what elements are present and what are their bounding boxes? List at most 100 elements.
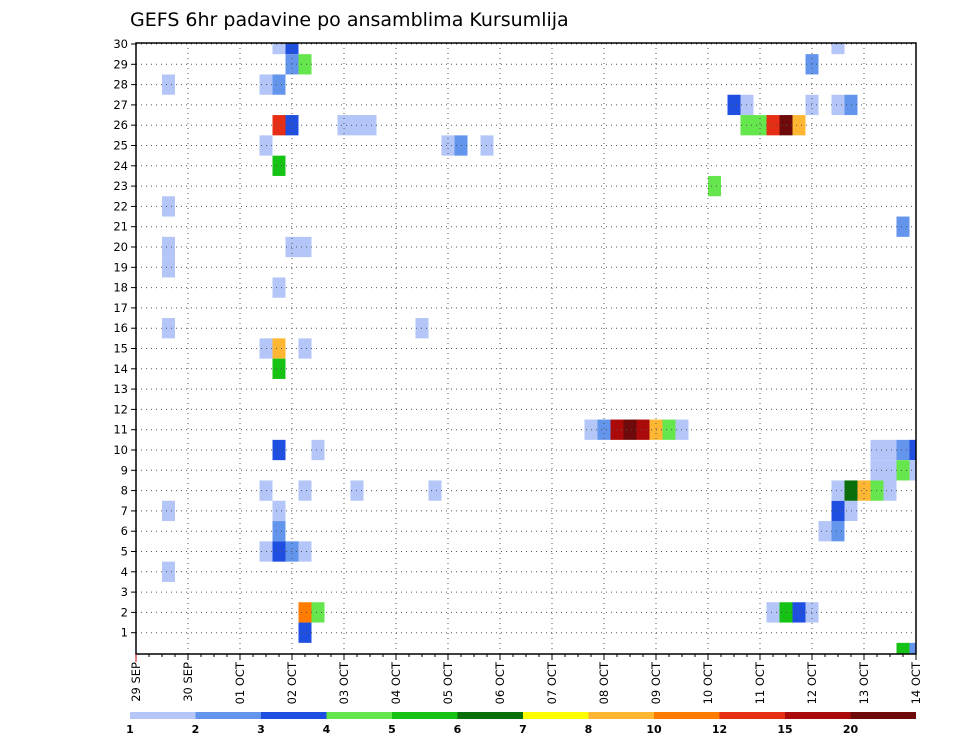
colorbar-swatch [588, 712, 654, 719]
y-tick-label: 20 [113, 240, 128, 254]
heat-cell [727, 94, 741, 116]
colorbar-label: 6 [454, 723, 462, 736]
heat-cell [272, 521, 286, 542]
heat-cell [428, 480, 442, 501]
heat-cell [831, 500, 845, 522]
x-tick-label: 29 SEP [129, 662, 143, 702]
heat-cell [337, 115, 351, 136]
y-axis: 1234567891011121314151617181920212223242… [113, 37, 136, 640]
heat-cell [623, 419, 637, 440]
heat-cell [162, 257, 175, 278]
heat-cell [162, 74, 175, 95]
heat-cell [831, 480, 845, 501]
x-tick-label: 02 OCT [285, 661, 299, 704]
heat-cell [162, 500, 175, 522]
heat-cell [162, 196, 175, 217]
heat-cell [896, 216, 910, 237]
colorbar-swatch [195, 712, 261, 719]
heat-cell [272, 155, 286, 176]
heat-cell [766, 602, 780, 623]
heat-cell [272, 277, 286, 298]
grid-layer [136, 43, 916, 654]
y-tick-label: 23 [113, 179, 128, 193]
heat-cell [857, 480, 871, 501]
colorbar-swatch [326, 712, 392, 719]
x-tick-label: 13 OCT [857, 661, 871, 704]
heat-cell [162, 236, 175, 258]
y-tick-label: 30 [113, 37, 128, 51]
heat-cell [883, 439, 897, 461]
y-tick-label: 7 [121, 504, 128, 518]
heat-cell [708, 175, 721, 197]
colorbar-label: 3 [257, 723, 265, 736]
heat-cell [298, 480, 312, 501]
heat-cell [272, 43, 286, 55]
colorbar-swatch [261, 712, 327, 719]
colorbar-label: 12 [712, 723, 727, 736]
heat-cell [272, 358, 286, 379]
colorbar-label: 2 [192, 723, 200, 736]
heat-cell [831, 521, 845, 542]
heat-cell [311, 602, 325, 623]
x-tick-label: 14 OCT [909, 661, 923, 704]
y-tick-label: 21 [113, 220, 128, 234]
x-tick-label: 06 OCT [493, 661, 507, 704]
y-tick-label: 5 [121, 545, 128, 559]
x-tick-label: 04 OCT [389, 661, 403, 704]
heat-cell [363, 115, 377, 136]
heat-cell [272, 74, 286, 95]
heat-cell [298, 541, 312, 562]
heat-cell [831, 94, 845, 116]
colorbar-swatch [850, 712, 916, 719]
y-tick-label: 22 [113, 199, 128, 213]
colorbar: 1 2 3 4 5 6 7 8 10 12 15 20 [126, 712, 916, 736]
colorbar-swatch [457, 712, 523, 719]
heat-cell [818, 521, 832, 542]
heat-cell [753, 115, 767, 136]
cells-layer [162, 43, 916, 654]
y-tick-label: 6 [121, 524, 128, 538]
y-tick-label: 27 [113, 98, 128, 112]
y-tick-label: 17 [113, 301, 128, 315]
y-tick-label: 15 [113, 342, 128, 356]
heat-cell [792, 602, 806, 623]
y-tick-label: 10 [113, 443, 128, 457]
y-tick-label: 25 [113, 139, 128, 153]
heat-cell [636, 419, 650, 440]
heat-cell [909, 460, 916, 481]
colorbar-swatch [392, 712, 458, 719]
heat-cell [883, 480, 897, 501]
y-tick-label: 18 [113, 281, 128, 295]
y-tick-label: 14 [113, 362, 128, 376]
heat-cell [597, 419, 611, 440]
chart-title: GEFS 6hr padavine po ansamblima Kursumli… [130, 9, 569, 31]
heat-cell [896, 642, 910, 654]
colorbar-label: 1 [126, 723, 134, 736]
x-tick-label: 07 OCT [545, 661, 559, 704]
heat-cell [298, 622, 312, 643]
heat-cell [896, 439, 910, 461]
colorbar-swatch [654, 712, 720, 719]
heat-cell [162, 318, 175, 339]
heat-cell [831, 43, 845, 55]
heat-cell [298, 602, 312, 623]
heat-cell [662, 419, 676, 440]
heat-cell [298, 236, 312, 258]
heat-cell [272, 115, 286, 136]
y-tick-label: 2 [121, 605, 128, 619]
y-tick-label: 1 [121, 626, 128, 640]
x-tick-label: 09 OCT [649, 661, 663, 704]
heat-cell [896, 460, 910, 481]
y-tick-label: 12 [113, 402, 128, 416]
heat-cell [766, 115, 780, 136]
colorbar-swatch [130, 712, 196, 719]
y-tick-label: 9 [121, 463, 128, 477]
heat-cell [272, 500, 286, 522]
heat-cell [311, 439, 325, 461]
x-tick-label: 08 OCT [597, 661, 611, 704]
y-tick-label: 16 [113, 321, 128, 335]
colorbar-swatch [785, 712, 851, 719]
x-axis: 29 SEP 30 SEP 01 OCT 02 OCT 03 OCT 04 OCT 05 O… [129, 654, 923, 704]
heat-cell [909, 439, 916, 461]
y-tick-label: 13 [113, 382, 128, 396]
